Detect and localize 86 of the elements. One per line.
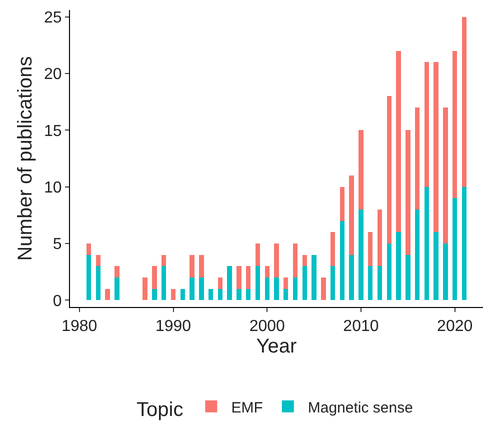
- bar: [162, 254, 166, 266]
- bar: [321, 278, 326, 300]
- x-tick-label: 2020: [437, 318, 473, 336]
- bar: [358, 130, 364, 210]
- bar: [340, 186, 345, 221]
- bar: [236, 288, 242, 300]
- bar: [434, 62, 438, 232]
- bar: [284, 288, 288, 300]
- bar: [170, 288, 176, 300]
- x-axis-title: Year: [256, 336, 298, 358]
- bar: [86, 254, 92, 300]
- bar: [452, 198, 458, 300]
- bar: [86, 244, 92, 255]
- y-tick-label: 5: [52, 236, 62, 254]
- bar: [386, 244, 392, 300]
- bar: [330, 266, 336, 300]
- bar: [424, 62, 430, 187]
- bar: [284, 278, 288, 289]
- y-tick-label: 20: [44, 66, 62, 84]
- bar: [414, 107, 420, 210]
- bar: [162, 266, 166, 300]
- bar: [114, 278, 120, 300]
- bar: [152, 288, 157, 300]
- bar: [142, 278, 148, 300]
- legend-label: Magnetic sense: [308, 399, 413, 416]
- y-tick-label: 10: [44, 179, 62, 196]
- bar: [377, 266, 382, 300]
- bar: [443, 244, 448, 300]
- bar: [105, 288, 110, 300]
- bar: [443, 107, 448, 244]
- y-tick-label: 25: [44, 9, 62, 26]
- x-tick-label: 2010: [343, 318, 379, 336]
- bar: [396, 50, 401, 232]
- bar: [377, 210, 382, 266]
- bar: [368, 266, 373, 300]
- bar: [199, 278, 204, 300]
- bar: [255, 244, 260, 266]
- bar: [274, 244, 279, 278]
- bar: [424, 186, 430, 300]
- bar: [302, 254, 308, 266]
- bar: [386, 96, 392, 244]
- bar: [292, 278, 298, 300]
- bar: [114, 266, 120, 278]
- bar: [302, 266, 308, 300]
- bar: [255, 266, 260, 300]
- bar: [246, 288, 251, 300]
- bar: [406, 130, 410, 255]
- bar: [368, 232, 373, 266]
- bar: [340, 220, 345, 300]
- bar: [434, 232, 438, 300]
- bar: [414, 210, 420, 300]
- bar: [452, 50, 458, 198]
- y-axis-title: Number of publications: [14, 56, 37, 261]
- bar: [236, 266, 242, 289]
- bar: [246, 266, 251, 289]
- bar: [406, 254, 410, 300]
- bar: [180, 288, 185, 300]
- bar: [208, 288, 214, 300]
- bar: [218, 288, 223, 300]
- bar: [199, 254, 204, 278]
- bar: [396, 232, 401, 300]
- bar: [190, 254, 194, 278]
- bar: [274, 278, 279, 300]
- bar: [218, 278, 223, 289]
- x-tick-label: 1980: [62, 318, 98, 336]
- bar: [358, 210, 364, 300]
- legend-title: Topic: [136, 399, 184, 422]
- bar: [349, 254, 354, 300]
- bar: [152, 266, 157, 289]
- bar: [96, 266, 101, 300]
- x-tick-label: 2000: [249, 318, 286, 336]
- bar: [264, 266, 270, 278]
- bar: [349, 176, 354, 255]
- bar: [330, 232, 336, 266]
- bar: [190, 278, 194, 300]
- bar: [312, 254, 316, 300]
- bar: [264, 278, 270, 300]
- x-tick-label: 1990: [155, 318, 192, 336]
- bar: [292, 244, 298, 278]
- bar: [227, 266, 232, 300]
- y-tick-label: 0: [52, 292, 62, 310]
- legend-label: EMF: [231, 399, 263, 416]
- y-tick-label: 15: [44, 122, 62, 140]
- bar: [462, 16, 467, 187]
- bar: [96, 254, 101, 266]
- bar: [462, 186, 467, 300]
